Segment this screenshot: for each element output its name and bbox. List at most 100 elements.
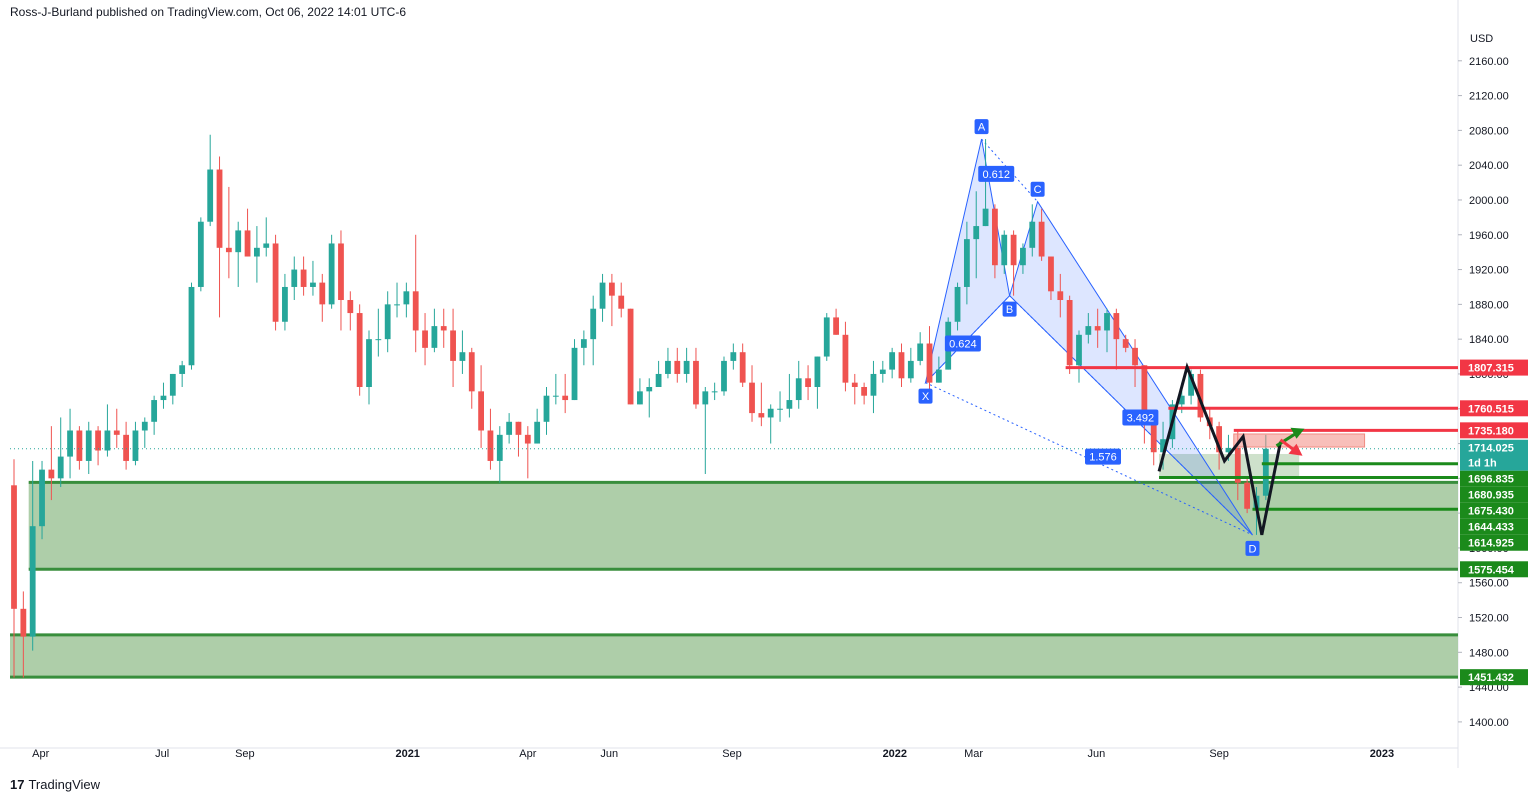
candle xyxy=(926,326,933,392)
y-tick-label: 1520.00 xyxy=(1469,613,1509,625)
candle xyxy=(590,295,597,366)
candle xyxy=(1038,208,1045,261)
candle-body xyxy=(375,339,382,341)
countdown-tag: 1d 1h xyxy=(1468,458,1497,470)
candle-body xyxy=(786,400,793,409)
candle xyxy=(356,304,363,396)
candle-body xyxy=(889,352,896,370)
candle-body xyxy=(1076,334,1082,366)
candle xyxy=(608,273,615,327)
candle xyxy=(823,313,830,361)
candle xyxy=(683,347,690,383)
price-tag-bg xyxy=(1460,561,1528,578)
candle xyxy=(85,421,92,474)
candle-body xyxy=(992,208,998,266)
candle-body xyxy=(1010,234,1017,266)
candle-body xyxy=(459,352,466,361)
candle xyxy=(992,204,998,279)
price-tag: 1735.180 xyxy=(1468,425,1514,437)
y-tick-label: 1480.00 xyxy=(1469,647,1509,659)
candle-body xyxy=(674,360,681,374)
y-tick-label: 1400.00 xyxy=(1469,717,1509,729)
resistance-box xyxy=(1233,433,1366,448)
candle xyxy=(618,282,625,318)
candle-body xyxy=(478,391,484,431)
candle-body xyxy=(562,395,569,401)
candle-body xyxy=(216,169,223,248)
level-lines xyxy=(10,366,1458,511)
candle xyxy=(861,382,868,405)
candle xyxy=(197,217,204,292)
candle xyxy=(95,426,101,466)
candle xyxy=(216,156,223,318)
candle xyxy=(646,378,653,418)
tradingview-brand: TradingView xyxy=(28,776,101,792)
price-tag-bg xyxy=(1460,400,1528,417)
candle-body xyxy=(291,269,298,287)
candle xyxy=(422,313,428,366)
candle-body xyxy=(506,421,513,435)
candle-body xyxy=(95,430,101,451)
candle xyxy=(795,360,802,409)
candle xyxy=(263,217,270,257)
candle xyxy=(300,256,307,296)
candle-body xyxy=(169,373,176,396)
candle xyxy=(1057,273,1064,318)
candle-body xyxy=(450,330,456,361)
candle-body xyxy=(515,421,522,435)
candle xyxy=(431,308,438,353)
candle-body xyxy=(1197,373,1204,418)
candle-body xyxy=(646,387,653,392)
candle xyxy=(552,373,559,405)
candle xyxy=(898,343,905,387)
candle xyxy=(141,417,148,448)
candle xyxy=(478,365,484,448)
price-tag-bg xyxy=(1460,534,1528,551)
bearish-arrow-head xyxy=(1288,443,1303,456)
candle xyxy=(450,308,456,387)
candle-body xyxy=(132,430,139,461)
time-axis[interactable]: Apr Jul Sep 2021 Apr Jun Sep 2022 Mar Jun Sep 2023 xyxy=(32,748,1394,760)
candle xyxy=(328,234,335,309)
price-tag: 1451.432 xyxy=(1468,672,1514,684)
candle-body xyxy=(524,434,531,444)
price-axis[interactable]: USD 1400.001440.001480.001520.001560.001… xyxy=(1458,33,1528,729)
price-tag: 1675.430 xyxy=(1468,506,1514,518)
point-label-bg xyxy=(1030,181,1045,197)
candle-body xyxy=(468,352,475,392)
candle-body xyxy=(1160,439,1166,453)
candle xyxy=(730,343,737,370)
candle xyxy=(487,408,494,470)
y-tick-label: 2160.00 xyxy=(1469,56,1509,68)
candle-body xyxy=(935,369,942,383)
x-tick-label: Apr xyxy=(32,748,49,760)
candle-body xyxy=(39,469,45,527)
candle-body xyxy=(356,313,363,387)
candle xyxy=(1132,339,1138,387)
candle xyxy=(11,459,17,678)
candle-body xyxy=(319,282,326,305)
candle xyxy=(954,282,961,331)
candle xyxy=(113,408,120,448)
candle-body xyxy=(973,226,980,240)
candle-body xyxy=(1085,326,1092,335)
candle-body xyxy=(225,247,232,253)
candle xyxy=(506,413,513,444)
candle-body xyxy=(1150,421,1157,453)
candle-body xyxy=(1234,447,1241,483)
candle xyxy=(1122,334,1129,353)
candle-body xyxy=(244,230,251,257)
candle-body xyxy=(982,208,989,227)
support-zone xyxy=(10,634,1458,678)
y-tick-label: 2080.00 xyxy=(1469,125,1509,137)
candle xyxy=(1010,230,1017,296)
current-price-tag-bg xyxy=(1460,439,1528,456)
candle-body xyxy=(76,430,83,461)
candle-body xyxy=(1113,313,1120,340)
candle-body xyxy=(637,391,643,405)
candle xyxy=(1141,365,1148,444)
candle-body xyxy=(384,304,391,340)
x-tick-label: Sep xyxy=(1209,748,1229,760)
candle xyxy=(665,347,671,379)
